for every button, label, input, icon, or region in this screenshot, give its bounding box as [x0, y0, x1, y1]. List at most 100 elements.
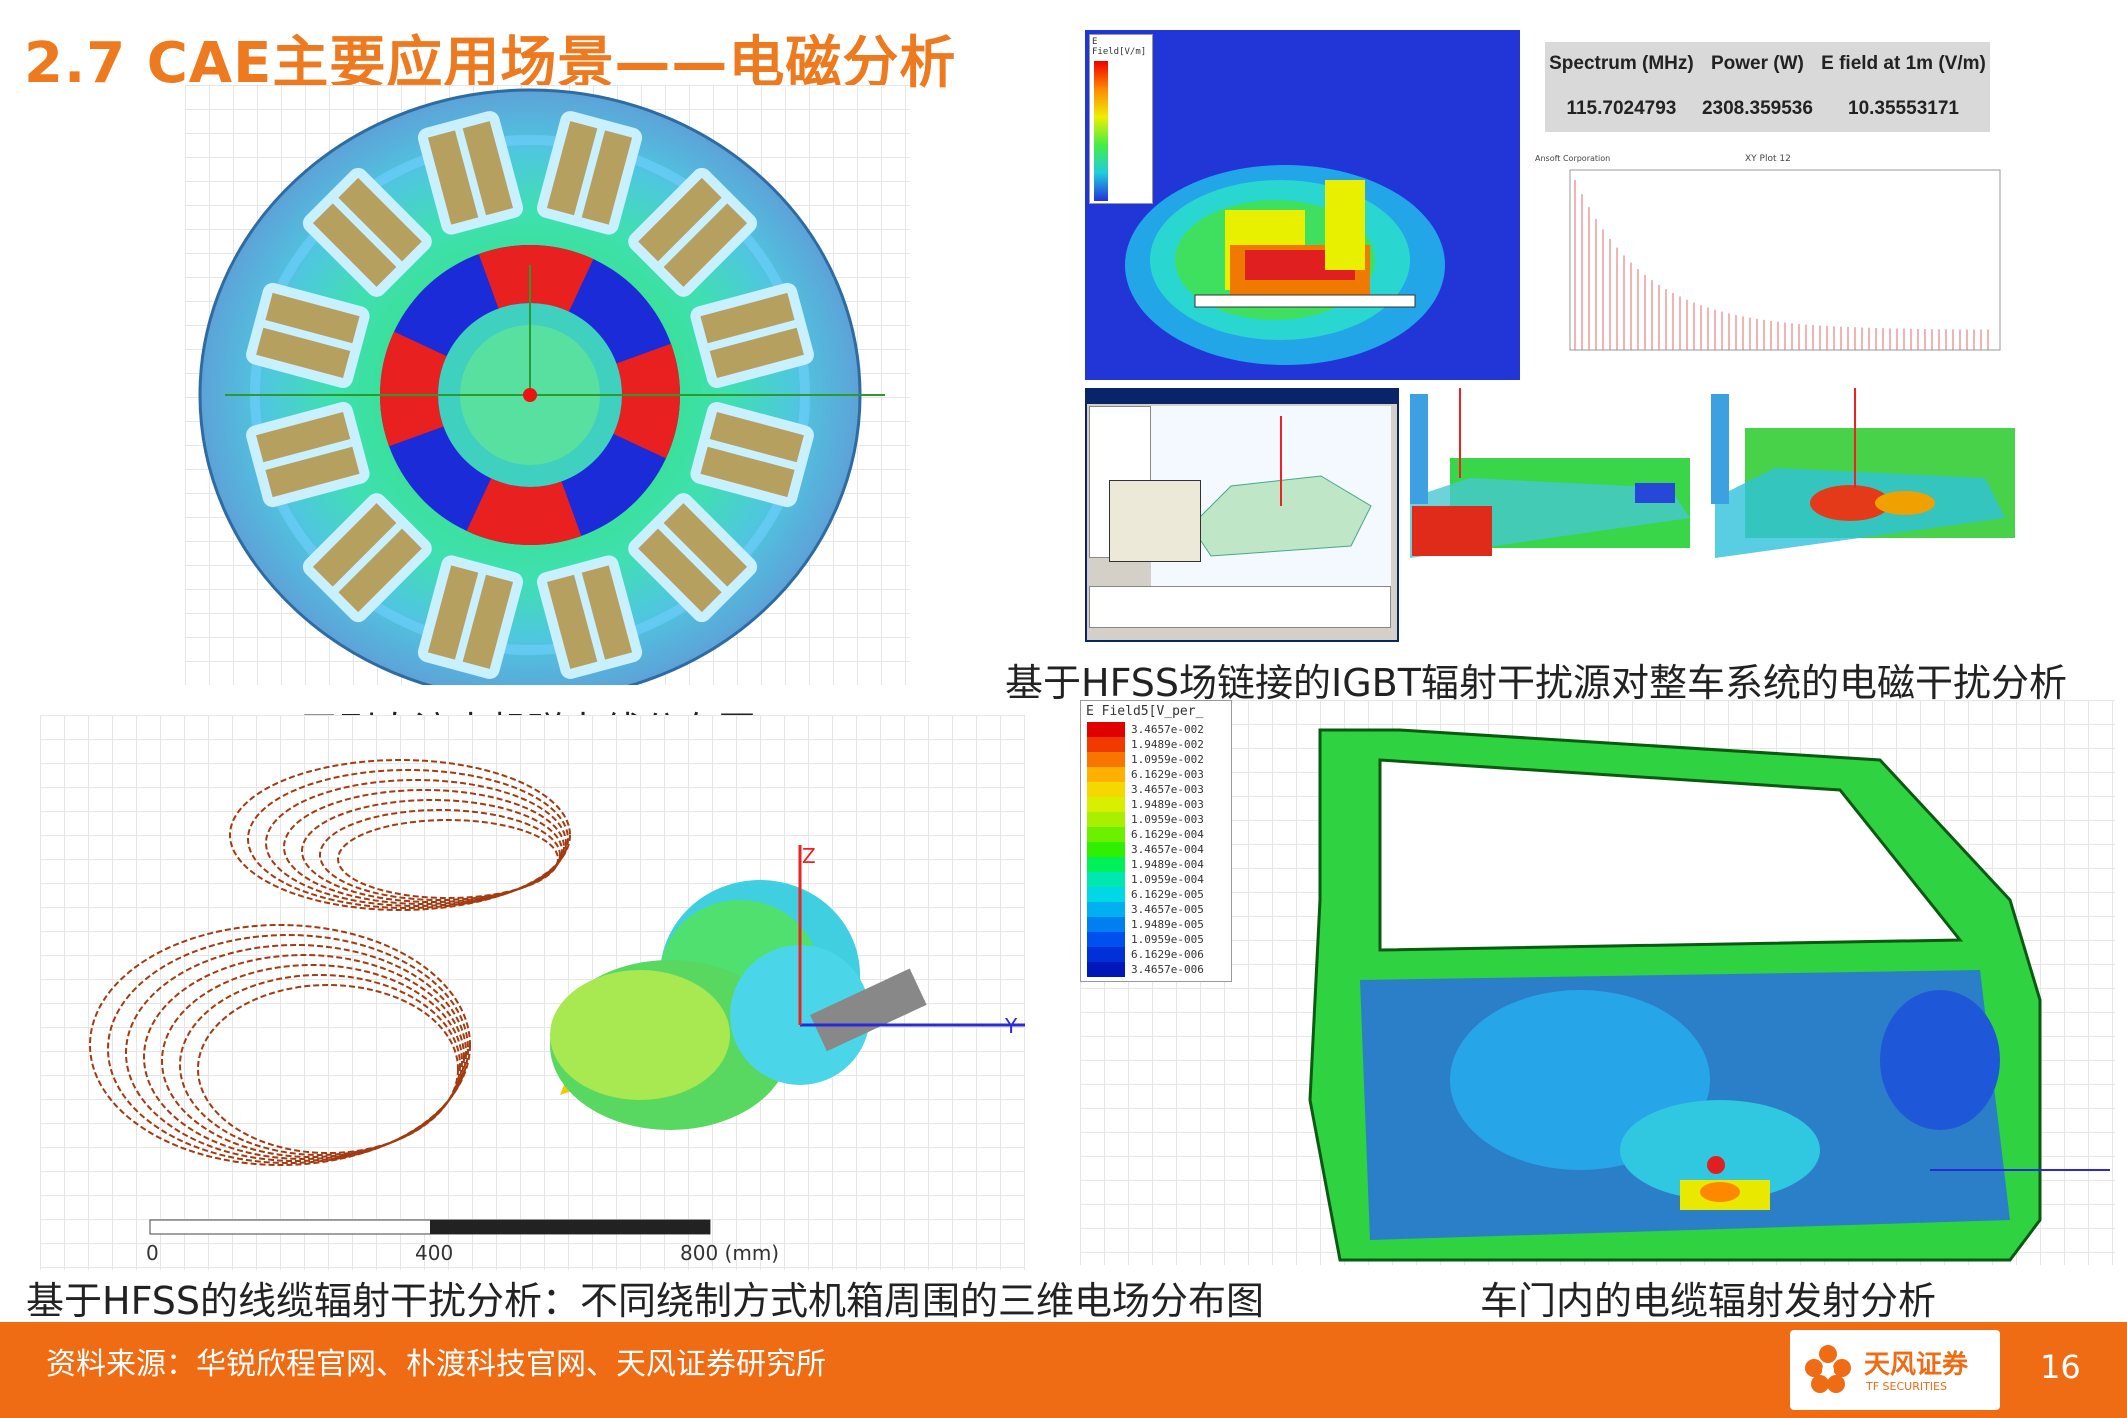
stator-slot — [246, 282, 370, 389]
field-line-loop — [125, 944, 467, 1162]
field-line-loop — [337, 819, 559, 899]
legend-value: 3.4657e-002 — [1131, 723, 1204, 736]
door-legend-row: 1.0959e-005 — [1087, 932, 1231, 947]
door-legend-row: 1.9489e-002 — [1087, 737, 1231, 752]
door-legend-row: 3.4657e-004 — [1087, 842, 1231, 857]
xy-plot-vendor: Ansoft Corporation — [1535, 154, 1611, 163]
caption-cable: 基于HFSS的线缆辐射干扰分析：不同绕制方式机箱周围的三维电场分布图 — [26, 1279, 1265, 1323]
field-line-loop — [179, 974, 461, 1156]
door-legend-row: 6.1629e-006 — [1087, 947, 1231, 962]
table-header-spectrum: Spectrum (MHz) — [1549, 53, 1694, 75]
legend-value: 6.1629e-005 — [1131, 888, 1204, 901]
legend-value: 3.4657e-005 — [1131, 903, 1204, 916]
field-line-loop — [161, 964, 463, 1158]
stator-slot — [690, 282, 814, 389]
legend-gradient-bar — [1094, 61, 1108, 201]
door-legend-row: 1.0959e-004 — [1087, 872, 1231, 887]
legend-value: 3.4657e-006 — [1131, 963, 1204, 976]
page-number-box — [2005, 1330, 2117, 1410]
legend-swatch — [1087, 962, 1125, 977]
stator-slot — [536, 111, 643, 235]
caption-door: 车门内的电缆辐射发射分析 — [1480, 1279, 1937, 1323]
table-value-power: 2308.359536 — [1701, 98, 1813, 120]
legend-value: 1.0959e-004 — [1131, 873, 1204, 886]
stator-slot — [417, 111, 524, 235]
door-legend-row: 1.9489e-004 — [1087, 857, 1231, 872]
page-number: 16 — [2040, 1348, 2081, 1386]
legend-swatch — [1087, 767, 1125, 782]
door-legend-row: 3.4657e-002 — [1087, 722, 1231, 737]
door-legend-row: 6.1629e-004 — [1087, 827, 1231, 842]
legend-swatch — [1087, 932, 1125, 947]
legend-swatch — [1087, 902, 1125, 917]
rotor-pole — [380, 331, 447, 447]
xy-plot-title: XY Plot 12 — [1745, 154, 1791, 164]
field-line-loop — [319, 809, 561, 901]
igbt-field-image: E Field[V/m] — [1085, 30, 1520, 380]
axis-y-label: Y — [1004, 1014, 1018, 1038]
stator-slot — [536, 555, 643, 679]
legend-value: 1.0959e-005 — [1131, 933, 1204, 946]
scale-label-0: 0 — [146, 1241, 159, 1265]
rotor-pole — [613, 343, 680, 459]
igbt-results-table: Spectrum (MHz) Power (W) E field at 1m (… — [1545, 42, 1990, 132]
stator-slot — [690, 401, 814, 508]
legend-value: 1.0959e-003 — [1131, 813, 1204, 826]
legend-value: 3.4657e-003 — [1131, 783, 1204, 796]
footer-source: 资料来源：华锐欣程官网、朴渡科技官网、天风证券研究所 — [46, 1347, 826, 1382]
cable-field-image: Z Y 0 400 800 (mm) — [40, 715, 1025, 1270]
scale-label-400: 400 — [415, 1241, 453, 1265]
legend-swatch — [1087, 737, 1125, 752]
door-legend-title: E Field5[V_per_ — [1086, 704, 1204, 719]
legend-swatch — [1087, 872, 1125, 887]
scale-label-800: 800 (mm) — [680, 1241, 779, 1265]
stator-slot — [246, 401, 370, 508]
field-line-loop — [89, 924, 471, 1166]
logo-text: 天风证券 — [1864, 1350, 1969, 1380]
footer-bar — [0, 1322, 2127, 1418]
field-line-loop — [265, 779, 567, 907]
axis-z-label: Z — [802, 844, 816, 868]
door-legend-row: 1.9489e-005 — [1087, 917, 1231, 932]
legend-swatch — [1087, 947, 1125, 962]
motor-field-svg — [198, 88, 885, 685]
legend-swatch — [1087, 782, 1125, 797]
rotor-pole — [478, 245, 594, 312]
stator-slot — [417, 555, 524, 679]
legend-value: 6.1629e-004 — [1131, 828, 1204, 841]
car-field-image-1 — [1400, 388, 1700, 593]
door-legend-row: 3.4657e-005 — [1087, 902, 1231, 917]
legend-swatch — [1087, 797, 1125, 812]
legend-swatch — [1087, 842, 1125, 857]
legend-value: 6.1629e-003 — [1131, 768, 1204, 781]
table-value-efield: 10.35553171 — [1848, 98, 1959, 120]
rotor-pole — [466, 478, 582, 545]
legend-value: 1.0959e-002 — [1131, 753, 1204, 766]
stator-slot — [628, 167, 758, 297]
door-legend-row: 6.1629e-003 — [1087, 767, 1231, 782]
legend-value: 1.9489e-004 — [1131, 858, 1204, 871]
caption-igbt: 基于HFSS场链接的IGBT辐射干扰源对整车系统的电磁干扰分析 — [1005, 661, 2067, 705]
legend-value: 6.1629e-006 — [1131, 948, 1204, 961]
door-legend-row: 3.4657e-006 — [1087, 962, 1231, 977]
field-line-loop — [197, 984, 459, 1154]
door-legend-row: 1.0959e-003 — [1087, 812, 1231, 827]
car-field-image-2 — [1705, 388, 2015, 593]
door-legend-row: 1.9489e-003 — [1087, 797, 1231, 812]
xy-plot: Ansoft Corporation XY Plot 12 — [1530, 150, 2015, 375]
legend-swatch — [1087, 827, 1125, 842]
legend-swatch — [1087, 722, 1125, 737]
table-value-spectrum: 115.7024793 — [1566, 98, 1677, 120]
door-legend-row: 1.0959e-002 — [1087, 752, 1231, 767]
legend-value: 1.9489e-002 — [1131, 738, 1204, 751]
legend-swatch — [1087, 857, 1125, 872]
hfss-software-screenshot — [1085, 388, 1399, 642]
table-header-power: Power (W) — [1710, 53, 1804, 75]
field-line-loop — [229, 759, 571, 911]
door-legend-row: 3.4657e-003 — [1087, 782, 1231, 797]
door-legend-row: 6.1629e-005 — [1087, 887, 1231, 902]
legend-value: 3.4657e-004 — [1131, 843, 1204, 856]
stator-slot — [302, 493, 432, 623]
logo-subtext: TF SECURITIES — [1866, 1380, 1947, 1393]
motor-field-image — [185, 85, 910, 685]
